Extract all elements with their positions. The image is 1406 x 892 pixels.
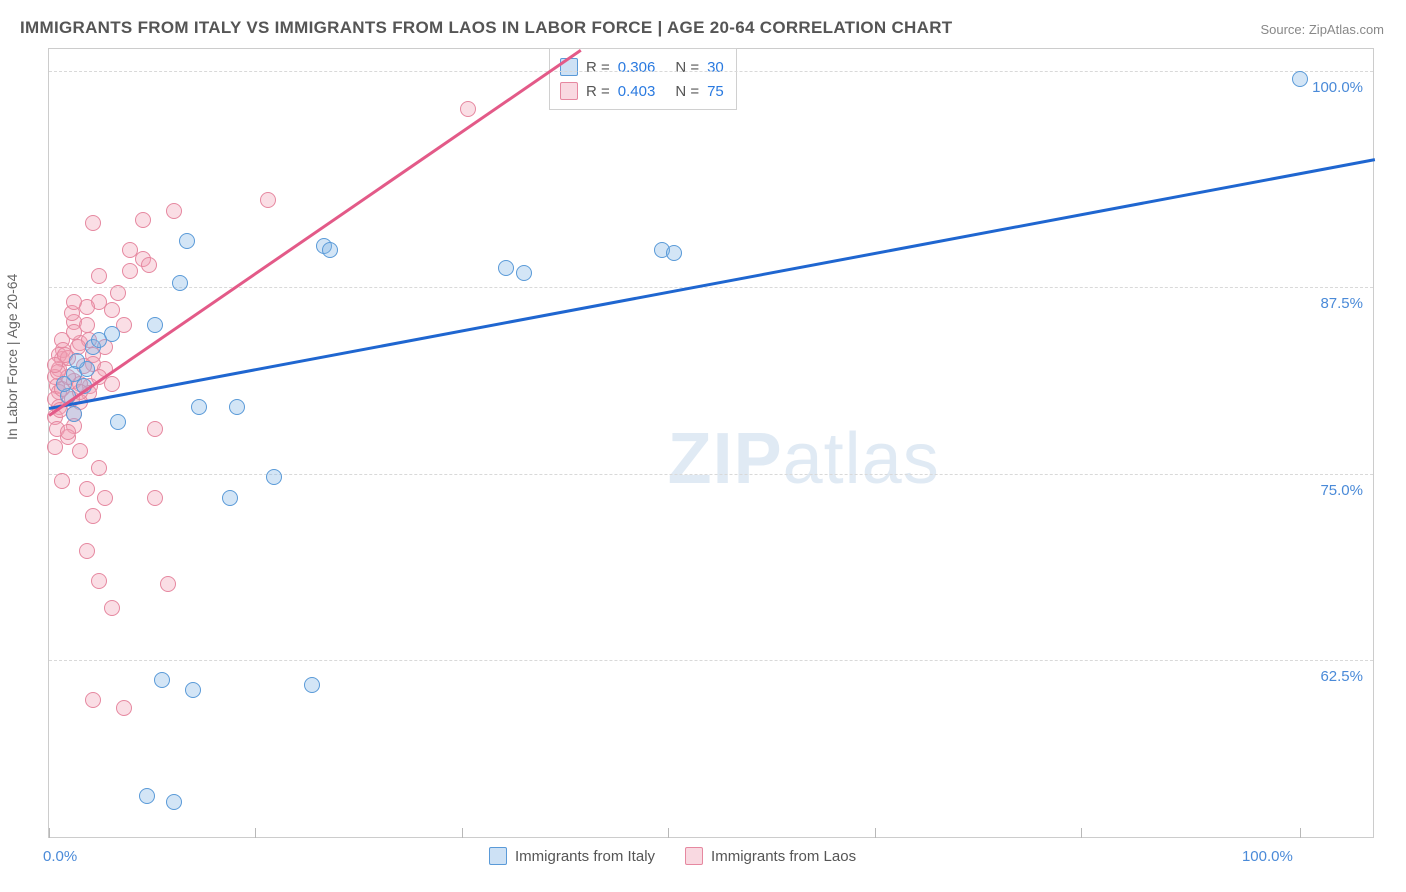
legend-label: Immigrants from Italy <box>515 848 655 865</box>
scatter-point-laos <box>79 481 95 497</box>
scatter-point-italy <box>110 414 126 430</box>
scatter-point-laos <box>91 460 107 476</box>
n-label: N = <box>675 59 699 76</box>
scatter-point-laos <box>166 203 182 219</box>
legend-row-italy: R = 0.306 N = 30 <box>560 55 724 79</box>
r-value: 0.306 <box>618 59 656 76</box>
scatter-point-laos <box>104 376 120 392</box>
x-tick <box>875 828 876 838</box>
scatter-point-laos <box>116 700 132 716</box>
trend-line-italy <box>49 158 1375 409</box>
scatter-point-laos <box>104 302 120 318</box>
legend-swatch-laos <box>685 847 703 865</box>
n-value: 75 <box>707 83 724 100</box>
scatter-point-laos <box>147 421 163 437</box>
scatter-point-laos <box>60 424 76 440</box>
x-tick <box>1300 828 1301 838</box>
scatter-point-laos <box>47 357 63 373</box>
scatter-point-laos <box>147 490 163 506</box>
scatter-point-laos <box>66 294 82 310</box>
correlation-legend: R = 0.306 N = 30 R = 0.403 N = 75 <box>549 48 737 110</box>
x-tick <box>255 828 256 838</box>
legend-item-italy: Immigrants from Italy <box>489 847 655 865</box>
legend-swatch-italy <box>489 847 507 865</box>
scatter-point-italy <box>666 245 682 261</box>
gridline <box>49 474 1373 475</box>
y-tick-label: 87.5% <box>1320 295 1363 312</box>
scatter-point-italy <box>498 260 514 276</box>
scatter-point-laos <box>97 490 113 506</box>
scatter-point-laos <box>104 600 120 616</box>
scatter-point-laos <box>160 576 176 592</box>
scatter-point-laos <box>85 692 101 708</box>
scatter-point-laos <box>122 263 138 279</box>
scatter-point-laos <box>72 443 88 459</box>
x-tick <box>462 828 463 838</box>
scatter-point-laos <box>85 215 101 231</box>
scatter-point-laos <box>66 324 82 340</box>
source-attribution: Source: ZipAtlas.com <box>1260 22 1384 37</box>
scatter-point-laos <box>91 268 107 284</box>
scatter-point-laos <box>47 439 63 455</box>
y-tick-label: 62.5% <box>1320 668 1363 685</box>
x-tick <box>668 828 669 838</box>
scatter-point-italy <box>304 677 320 693</box>
chart-plot-area: ZIPatlas R =0.306N =30R =0.403N =75 Immi… <box>48 48 1374 838</box>
scatter-point-laos <box>79 543 95 559</box>
n-value: 30 <box>707 59 724 76</box>
scatter-point-laos <box>141 257 157 273</box>
gridline <box>49 287 1373 288</box>
scatter-point-italy <box>322 242 338 258</box>
legend-item-laos: Immigrants from Laos <box>685 847 856 865</box>
scatter-point-italy <box>266 469 282 485</box>
r-label: R = <box>586 59 610 76</box>
scatter-point-laos <box>135 212 151 228</box>
scatter-point-italy <box>147 317 163 333</box>
y-tick-label: 100.0% <box>1312 79 1363 96</box>
legend-label: Immigrants from Laos <box>711 848 856 865</box>
legend-row-laos: R = 0.403 N = 75 <box>560 79 724 103</box>
scatter-point-laos <box>91 573 107 589</box>
gridline <box>49 660 1373 661</box>
scatter-point-italy <box>91 332 107 348</box>
series-legend: Immigrants from Italy Immigrants from Lao… <box>489 847 856 865</box>
chart-title: IMMIGRANTS FROM ITALY VS IMMIGRANTS FROM… <box>20 18 952 38</box>
x-tick-label: 0.0% <box>43 848 77 865</box>
scatter-point-italy <box>222 490 238 506</box>
x-tick <box>49 828 50 838</box>
x-tick <box>1081 828 1082 838</box>
y-axis-label: In Labor Force | Age 20-64 <box>4 274 20 440</box>
scatter-point-laos <box>85 508 101 524</box>
y-tick-label: 75.0% <box>1320 482 1363 499</box>
scatter-point-laos <box>110 285 126 301</box>
scatter-point-laos <box>260 192 276 208</box>
scatter-point-italy <box>166 794 182 810</box>
scatter-point-italy <box>191 399 207 415</box>
scatter-point-italy <box>139 788 155 804</box>
r-value: 0.403 <box>618 83 656 100</box>
gridline <box>49 71 1373 72</box>
scatter-point-italy <box>229 399 245 415</box>
watermark-text: ZIPatlas <box>668 418 940 500</box>
scatter-point-italy <box>154 672 170 688</box>
legend-swatch-laos <box>560 82 578 100</box>
scatter-point-italy <box>66 406 82 422</box>
scatter-point-italy <box>516 265 532 281</box>
scatter-point-italy <box>69 353 85 369</box>
scatter-point-italy <box>1292 71 1308 87</box>
n-label: N = <box>675 83 699 100</box>
scatter-point-italy <box>185 682 201 698</box>
scatter-point-laos <box>54 473 70 489</box>
scatter-point-italy <box>172 275 188 291</box>
r-label: R = <box>586 83 610 100</box>
scatter-point-laos <box>460 101 476 117</box>
x-tick-label: 100.0% <box>1242 848 1293 865</box>
scatter-point-italy <box>179 233 195 249</box>
scatter-point-italy <box>56 376 72 392</box>
trend-line-laos <box>48 49 581 416</box>
